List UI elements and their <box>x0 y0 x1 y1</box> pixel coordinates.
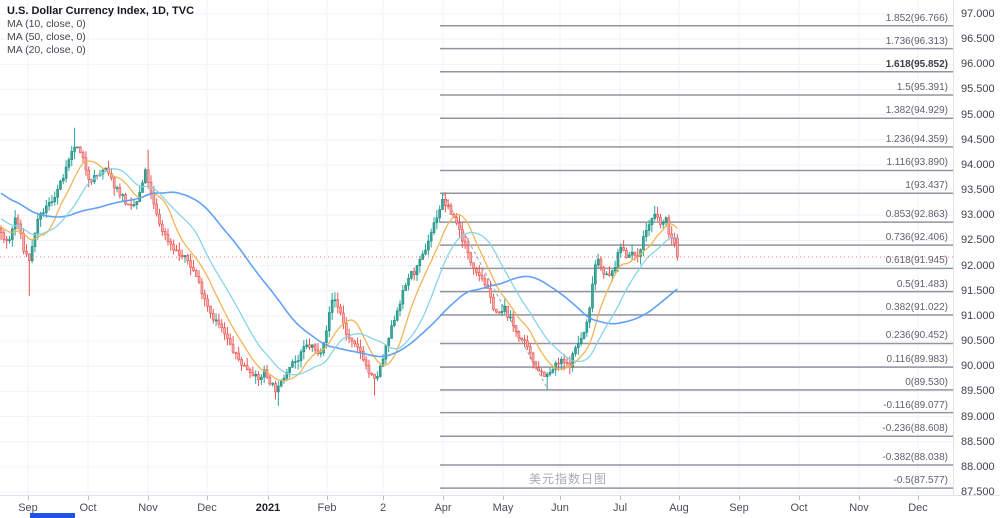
fib-level-label: 1.382(94.929) <box>885 105 948 117</box>
ma-10-legend[interactable]: MA (10, close, 0) <box>7 18 86 30</box>
price-axis[interactable]: 97.000 96.500 96.000 95.500 95.000 94.500 94.0… <box>953 0 1000 498</box>
price-tick-label: 96.500 <box>961 33 995 46</box>
fib-level-label: 0(89.530) <box>905 376 948 388</box>
time-axis-label: Sep <box>729 502 749 514</box>
fib-level-label: 1(93.437) <box>905 180 948 192</box>
time-tick <box>503 496 504 500</box>
ma-10-line <box>0 160 678 382</box>
time-tick <box>207 496 208 500</box>
fib-level-label: 0.116(89.983) <box>886 354 948 366</box>
time-axis-label: Aug <box>669 502 689 514</box>
time-tick <box>560 496 561 500</box>
fib-level-label: 0.736(92.406) <box>885 232 948 244</box>
time-axis-label: Jun <box>551 502 569 514</box>
time-axis-label: Oct <box>790 502 808 514</box>
price-tick-label: 91.000 <box>961 309 995 322</box>
price-tick-label: 90.000 <box>961 360 995 373</box>
price-tick-label: 89.500 <box>961 385 995 398</box>
fib-level-label: 1.736(96.313) <box>885 35 948 47</box>
time-axis-label: 2 <box>379 502 387 514</box>
time-tick <box>799 496 800 500</box>
bottom-left-blue-bar <box>30 513 75 518</box>
time-axis-label: May <box>492 502 514 514</box>
fib-level-label: 0.618(91.945) <box>885 255 948 267</box>
fib-level-label: 1.618(95.852) <box>885 58 948 70</box>
time-axis-label: Feb <box>317 502 337 514</box>
fib-level-label: -0.116(89.077) <box>883 399 948 411</box>
price-tick-label: 92.500 <box>961 234 995 247</box>
fib-level-label: 0.5(91.483) <box>896 278 948 290</box>
fib-level-label: -0.382(88.038) <box>882 451 948 463</box>
fib-level-label: 0.382(91.022) <box>885 301 948 313</box>
ma-50-line <box>0 191 678 358</box>
price-tick-label: 95.500 <box>961 83 995 96</box>
fib-level-label: 1.5(95.391) <box>896 81 948 93</box>
price-tick-label: 97.000 <box>961 8 995 20</box>
time-tick <box>28 496 29 500</box>
price-tick-label: 88.500 <box>961 435 995 448</box>
time-axis-label: Nov <box>138 502 158 514</box>
time-tick <box>327 496 328 500</box>
time-tick <box>918 496 919 500</box>
price-tick-label: 88.000 <box>961 460 995 473</box>
price-tick-label: 89.000 <box>961 410 995 423</box>
time-axis-label: Dec <box>908 502 928 514</box>
chart-legend: U.S. Dollar Currency Index, 1D, TVC MA (… <box>7 4 194 57</box>
price-tick-label: 93.500 <box>961 184 995 197</box>
time-axis-label: Oct <box>79 502 97 514</box>
price-tick-label: 93.000 <box>961 209 995 222</box>
time-tick <box>739 496 740 500</box>
time-tick <box>443 496 444 500</box>
time-axis-label: Nov <box>849 502 869 514</box>
fib-level-label: 1.116(93.890) <box>886 157 948 169</box>
time-axis-label: Dec <box>197 502 217 514</box>
price-tick-label: 94.500 <box>961 133 995 146</box>
fib-level-label: 0.853(92.863) <box>885 209 948 221</box>
price-tick-label: 96.000 <box>961 58 995 71</box>
fib-level-label: 1.236(94.359) <box>885 133 948 145</box>
time-axis-label: Jul <box>612 502 628 514</box>
fib-level-label: -0.236(88.608) <box>882 423 948 435</box>
time-tick <box>148 496 149 500</box>
time-tick <box>859 496 860 500</box>
time-tick <box>620 496 621 500</box>
ma-20-legend[interactable]: MA (20, close, 0) <box>7 44 86 56</box>
symbol-title[interactable]: U.S. Dollar Currency Index, 1D, TVC <box>7 5 195 17</box>
time-axis-label: Sep <box>18 502 38 514</box>
fib-level-label: -0.5(87.577) <box>893 475 948 487</box>
ma-50-legend[interactable]: MA (50, close, 0) <box>7 31 86 43</box>
candles-layer <box>0 127 679 406</box>
time-axis[interactable]: Sep Oct Nov Dec 2021 Feb 2 Apr May Jun Jul Aug Sep Oc… <box>0 495 1000 518</box>
time-tick <box>679 496 680 500</box>
price-tick-label: 92.000 <box>961 259 995 272</box>
price-tick-label: 90.500 <box>961 335 995 348</box>
ma-20-line <box>0 168 678 376</box>
fib-level-label: 1.852(96.766) <box>885 12 948 24</box>
time-tick <box>383 496 384 500</box>
time-axis-label: 2021 <box>255 502 281 514</box>
price-chart-canvas[interactable] <box>0 0 953 495</box>
price-tick-label: 95.000 <box>961 108 995 121</box>
time-tick <box>268 496 269 500</box>
time-axis-label: Apr <box>434 502 452 514</box>
chart-watermark: 美元指数日图 <box>528 472 607 486</box>
price-tick-label: 94.000 <box>961 158 995 171</box>
time-tick <box>88 496 89 500</box>
price-tick-label: 91.500 <box>961 284 995 297</box>
fib-level-label: 0.236(90.452) <box>885 330 948 342</box>
